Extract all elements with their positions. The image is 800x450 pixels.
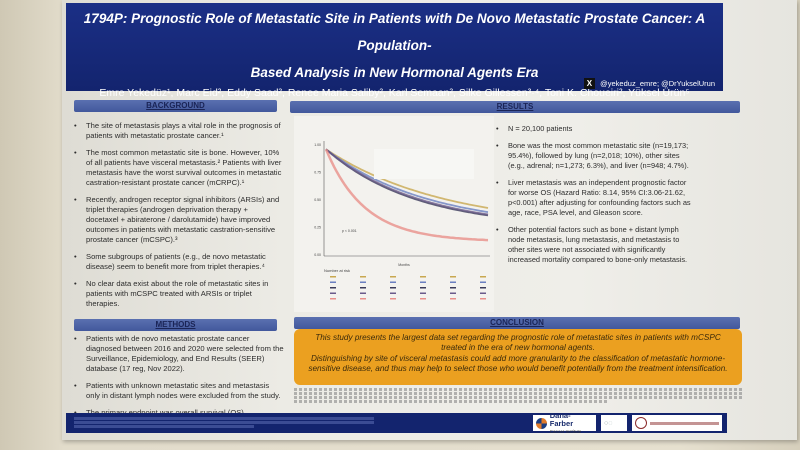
dana-farber-emblem-icon bbox=[536, 417, 547, 429]
survival-chart: 1.00 0.75 0.50 0.25 0.00 p < 0.001 Months Nu… bbox=[294, 116, 494, 312]
methods-bullet: Patients with unknown metastatic sites a… bbox=[72, 381, 284, 401]
x-logo-icon: X bbox=[583, 78, 596, 89]
risk-table-cell bbox=[330, 287, 336, 289]
risk-table-cell bbox=[450, 287, 456, 289]
risk-table-cell bbox=[360, 281, 366, 283]
background-heading: BACKGROUND bbox=[74, 100, 277, 112]
risk-table-cell bbox=[450, 298, 456, 300]
background-bullet: Some subgroups of patients (e.g., de nov… bbox=[72, 252, 282, 272]
poster-header: 1794P: Prognostic Role of Metastatic Sit… bbox=[66, 3, 723, 99]
survival-curve bbox=[325, 148, 489, 209]
conclusion-line-2: Distinguishing by site of visceral metas… bbox=[308, 353, 728, 374]
risk-table-cell bbox=[450, 281, 456, 283]
conclusion-heading: CONCLUSION bbox=[294, 317, 740, 329]
background-bullet: Recently, androgen receptor signal inhib… bbox=[72, 195, 282, 245]
y-tick-label: 0.25 bbox=[314, 226, 321, 230]
risk-table-cell bbox=[420, 298, 426, 300]
median-os-table bbox=[374, 149, 474, 179]
poster-title: 1794P: Prognostic Role of Metastatic Sit… bbox=[66, 3, 723, 86]
survival-curve bbox=[325, 148, 489, 213]
y-tick-label: 0.50 bbox=[314, 198, 321, 202]
conclusion-line-1: This study presents the largest data set… bbox=[315, 333, 721, 353]
risk-table-cell bbox=[360, 292, 366, 294]
y-tick-label: 0.75 bbox=[314, 171, 321, 175]
x-axis-label: Months bbox=[398, 263, 410, 267]
poster: 1794P: Prognostic Role of Metastatic Sit… bbox=[62, 0, 797, 440]
risk-table-cell bbox=[330, 298, 336, 300]
methods-bullet: Patients with de novo metastatic prostat… bbox=[72, 334, 284, 374]
risk-table-cell bbox=[330, 276, 336, 278]
y-tick-label: 1.00 bbox=[314, 143, 321, 147]
background-bullet: The site of metastasis plays a vital rol… bbox=[72, 121, 282, 141]
risk-table-cell bbox=[390, 287, 396, 289]
risk-table-cell bbox=[420, 276, 426, 278]
risk-table-cell bbox=[390, 281, 396, 283]
risk-table-cell bbox=[450, 292, 456, 294]
risk-table-cell bbox=[420, 281, 426, 283]
risk-table-cell bbox=[360, 287, 366, 289]
dana-farber-logo: Dana-Farber Cancer Institute bbox=[533, 411, 596, 434]
logo-subtitle: Cancer Institute bbox=[549, 428, 582, 434]
chart-background bbox=[294, 116, 494, 312]
university-seal-icon bbox=[635, 417, 647, 429]
results-section: N = 20,100 patients Bone was the most co… bbox=[494, 124, 694, 272]
risk-table-cell bbox=[420, 287, 426, 289]
risk-table-cell bbox=[390, 292, 396, 294]
p-value: p < 0.001 bbox=[342, 229, 357, 233]
risk-table-cell bbox=[330, 292, 336, 294]
y-tick-label: 0.00 bbox=[314, 253, 321, 257]
risk-table-cell bbox=[390, 298, 396, 300]
survival-curve bbox=[324, 148, 489, 242]
authors: Emre Yekedüz¹, Marc Eid², Eddy Saad², Re… bbox=[99, 87, 690, 99]
references bbox=[294, 387, 742, 404]
title-line-1: 1794P: Prognostic Role of Metastatic Sit… bbox=[83, 11, 706, 53]
social-handles: X @yekeduz_emre; @DrYukselUrun bbox=[583, 78, 715, 89]
social-handles-text: @yekeduz_emre; @DrYukselUrun bbox=[600, 79, 715, 88]
footer-affiliations: Dana-Farber Cancer Institute ○◌ bbox=[66, 411, 727, 434]
methods-section: Patients with de novo metastatic prostat… bbox=[72, 334, 284, 425]
risk-table-cell bbox=[360, 298, 366, 300]
ios-logo: ○◌ bbox=[601, 415, 627, 431]
risk-table-cell bbox=[480, 298, 486, 300]
logo-name: Dana-Farber bbox=[549, 410, 574, 428]
title-line-2: Based Analysis in New Hormonal Agents Er… bbox=[250, 65, 539, 80]
risk-table-title: Number at risk bbox=[324, 268, 350, 273]
background-bullet: The most common metastatic site is bone.… bbox=[72, 148, 282, 188]
risk-table-cell bbox=[480, 292, 486, 294]
risk-table-cell bbox=[480, 287, 486, 289]
methods-heading: METHODS bbox=[74, 319, 277, 331]
risk-table-cell bbox=[480, 276, 486, 278]
risk-table-cell bbox=[420, 292, 426, 294]
risk-table-cell bbox=[450, 276, 456, 278]
results-bullet: Bone was the most common metastatic site… bbox=[494, 141, 694, 171]
background-bullet: No clear data exist about the role of me… bbox=[72, 279, 282, 309]
ios-logo-icon: ○◌ bbox=[604, 419, 613, 427]
conclusion-box: This study presents the largest data set… bbox=[294, 329, 742, 385]
risk-table-cell bbox=[390, 276, 396, 278]
risk-table-cell bbox=[330, 281, 336, 283]
survival-curve bbox=[325, 148, 489, 216]
results-bullet: Liver metastasis was an independent prog… bbox=[494, 178, 694, 218]
results-heading: RESULTS bbox=[290, 101, 740, 113]
background-section: The site of metastasis plays a vital rol… bbox=[72, 121, 282, 316]
ankara-university-logo bbox=[632, 415, 722, 431]
results-bullet: Other potential factors such as bone + d… bbox=[494, 225, 694, 265]
affiliations bbox=[74, 416, 374, 429]
risk-table-cell bbox=[360, 276, 366, 278]
risk-table-cell bbox=[480, 281, 486, 283]
results-bullet: N = 20,100 patients bbox=[494, 124, 694, 134]
